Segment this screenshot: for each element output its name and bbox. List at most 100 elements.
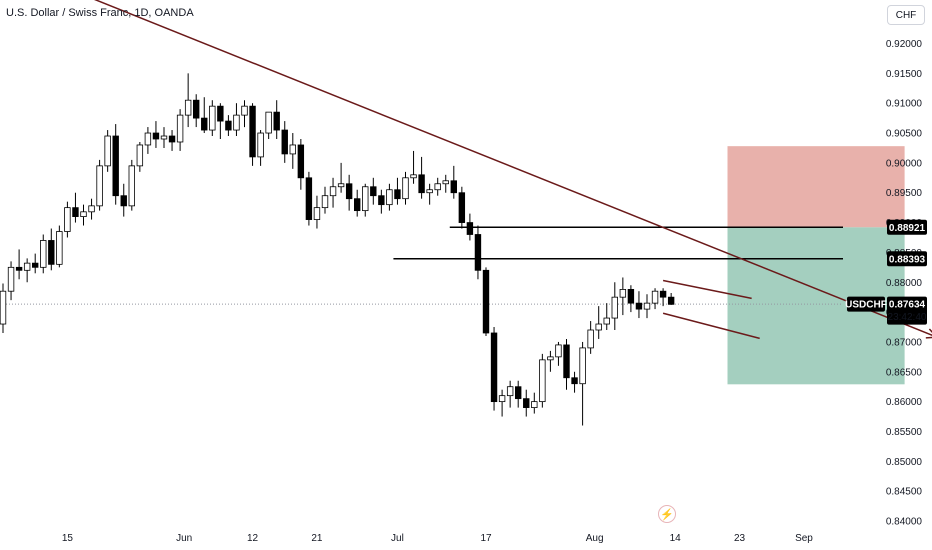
level-price-text: 0.88921 (889, 223, 926, 234)
candle-body (482, 269, 490, 334)
level-price-text: 0.88393 (889, 254, 926, 265)
candle-body (297, 144, 305, 179)
candle-body (426, 189, 433, 194)
x-tick-label: Aug (586, 533, 604, 544)
candle-body (321, 195, 329, 209)
candle-body (15, 266, 23, 271)
last-price-text: 0.87634 (889, 300, 926, 311)
candle-body (579, 347, 586, 385)
candle-body (394, 189, 401, 200)
candle-body (0, 290, 7, 325)
candle-body (88, 205, 95, 213)
trendline[interactable] (0, 0, 932, 337)
candle-body (273, 111, 280, 131)
lightning-icon[interactable]: ⚡ (658, 505, 676, 523)
candle-body (490, 332, 498, 403)
x-tick-label: 15 (62, 533, 74, 544)
y-tick-label: 0.91500 (886, 69, 923, 80)
y-tick-label: 0.85000 (886, 457, 923, 468)
candle-body (603, 317, 610, 325)
candle-body (80, 211, 87, 217)
candle-body (176, 114, 184, 143)
candle-body (32, 262, 39, 268)
candle-body (72, 207, 79, 217)
candle-body (619, 289, 627, 298)
x-tick-label: Jun (176, 533, 192, 544)
candle-body (458, 192, 466, 223)
candle-body (217, 105, 224, 122)
y-tick-label: 0.87000 (886, 337, 923, 348)
candle-body (257, 132, 264, 158)
candle-body (144, 132, 152, 146)
candle-body (96, 165, 103, 207)
y-tick-label: 0.91000 (886, 99, 923, 110)
candle-body (506, 386, 514, 397)
candle-body (128, 165, 135, 207)
candle-body (136, 144, 144, 167)
candle-body (305, 177, 313, 220)
candle-body (571, 377, 578, 385)
candle-body (498, 395, 506, 403)
y-tick-label: 0.86000 (886, 397, 923, 408)
candle-body (23, 262, 31, 271)
candle-body (56, 231, 63, 265)
candle-body (587, 329, 594, 349)
x-tick-label: 12 (247, 533, 259, 544)
stop-loss-zone[interactable] (727, 146, 905, 228)
candle-body (627, 289, 635, 304)
x-tick-label: 17 (480, 533, 492, 544)
candle-body (659, 290, 667, 298)
candle-body (112, 135, 119, 197)
currency-button[interactable]: CHF (887, 5, 925, 25)
chart-title: U.S. Dollar / Swiss Franc, 1D, OANDA (6, 7, 194, 19)
channel-line[interactable] (662, 312, 760, 340)
countdown-text: 23:42:40 (888, 312, 927, 323)
candle-body (7, 266, 15, 292)
x-tick-label: 21 (311, 533, 323, 544)
candle-body (531, 401, 538, 408)
candle-body (40, 240, 47, 268)
candle-body (160, 135, 168, 140)
candle-body (442, 180, 449, 185)
candle-body (48, 240, 55, 265)
y-tick-label: 0.90500 (886, 129, 923, 140)
y-tick-label: 0.89500 (886, 188, 923, 199)
y-tick-label: 0.86500 (886, 367, 923, 378)
candle-body (233, 114, 240, 131)
last-price-label (887, 296, 927, 325)
candle-body (289, 144, 296, 155)
candle-body (353, 198, 361, 212)
candle-body (635, 302, 643, 310)
candle-body (329, 186, 337, 197)
candle-body (225, 120, 232, 131)
candle-body (539, 359, 546, 403)
candle-body (249, 105, 256, 158)
candle-body (547, 356, 554, 361)
candle-body (192, 99, 200, 119)
candle-body (184, 99, 192, 116)
candle-body (64, 207, 71, 232)
candle-body (104, 135, 111, 167)
candle-body (595, 323, 602, 331)
candle-body (378, 195, 385, 206)
candle-body (120, 195, 127, 207)
y-tick-label: 0.90000 (886, 158, 923, 169)
candle-body (434, 183, 441, 191)
candle-body (402, 177, 409, 200)
candle-body (410, 174, 417, 179)
candle-body (555, 344, 562, 358)
x-tick-label: Jul (391, 533, 404, 544)
candle-body (370, 186, 377, 197)
level-price-label (887, 251, 927, 267)
x-tick-label: 14 (670, 533, 682, 544)
candle-body (168, 135, 176, 143)
candle-body (265, 111, 272, 134)
x-tick-label: Sep (795, 533, 813, 544)
channel-line[interactable] (662, 279, 752, 300)
candle-body (201, 117, 208, 131)
candle-body (523, 398, 530, 408)
candle-body (611, 296, 618, 319)
candle-body (418, 174, 425, 194)
